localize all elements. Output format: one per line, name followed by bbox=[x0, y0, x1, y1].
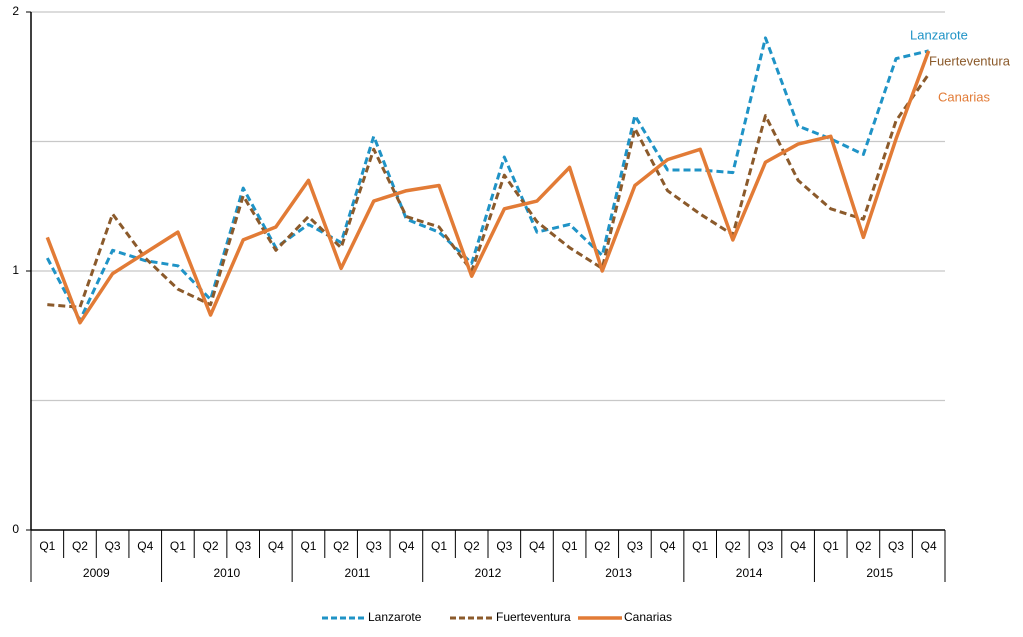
x-tick-label: Q1 bbox=[823, 539, 839, 553]
x-tick-label: Q1 bbox=[692, 539, 708, 553]
x-tick-label: Q2 bbox=[855, 539, 871, 553]
series-end-label: Canarias bbox=[938, 89, 991, 104]
group-label: 2015 bbox=[866, 566, 893, 580]
x-tick-label: Q3 bbox=[757, 539, 773, 553]
x-tick-label: Q4 bbox=[137, 539, 153, 553]
x-tick-label: Q1 bbox=[431, 539, 447, 553]
x-tick-label: Q4 bbox=[268, 539, 284, 553]
x-tick-label: Q2 bbox=[72, 539, 88, 553]
x-tick-label: Q4 bbox=[529, 539, 545, 553]
legend-label: Fuerteventura bbox=[496, 610, 571, 624]
legend-label: Canarias bbox=[624, 610, 672, 624]
group-label: 2009 bbox=[83, 566, 110, 580]
series-end-label: Lanzarote bbox=[910, 27, 968, 42]
x-tick-label: Q4 bbox=[921, 539, 937, 553]
x-tick-label: Q2 bbox=[464, 539, 480, 553]
y-tick-label: 2 bbox=[12, 4, 19, 18]
x-tick-label: Q3 bbox=[105, 539, 121, 553]
x-tick-label: Q3 bbox=[366, 539, 382, 553]
x-tick-label: Q2 bbox=[594, 539, 610, 553]
x-tick-label: Q2 bbox=[725, 539, 741, 553]
x-tick-label: Q3 bbox=[627, 539, 643, 553]
x-tick-label: Q2 bbox=[203, 539, 219, 553]
x-tick-label: Q4 bbox=[790, 539, 806, 553]
x-tick-label: Q1 bbox=[562, 539, 578, 553]
x-tick-label: Q2 bbox=[333, 539, 349, 553]
legend-label: Lanzarote bbox=[368, 610, 422, 624]
group-label: 2013 bbox=[605, 566, 632, 580]
x-tick-label: Q4 bbox=[660, 539, 676, 553]
series-end-label: Fuerteventura bbox=[929, 53, 1011, 68]
x-tick-label: Q4 bbox=[398, 539, 414, 553]
group-label: 2014 bbox=[736, 566, 763, 580]
group-label: 2012 bbox=[475, 566, 502, 580]
group-label: 2011 bbox=[345, 566, 371, 580]
x-tick-label: Q3 bbox=[496, 539, 512, 553]
x-tick-label: Q1 bbox=[39, 539, 55, 553]
group-label: 2010 bbox=[214, 566, 241, 580]
y-tick-label: 0 bbox=[12, 522, 19, 536]
x-tick-label: Q3 bbox=[888, 539, 904, 553]
x-tick-label: Q3 bbox=[235, 539, 251, 553]
x-tick-label: Q1 bbox=[170, 539, 186, 553]
series-line bbox=[47, 73, 930, 309]
series-line bbox=[45, 50, 931, 325]
series-line bbox=[45, 36, 930, 322]
x-tick-label: Q1 bbox=[300, 539, 316, 553]
y-tick-label: 1 bbox=[12, 263, 19, 277]
